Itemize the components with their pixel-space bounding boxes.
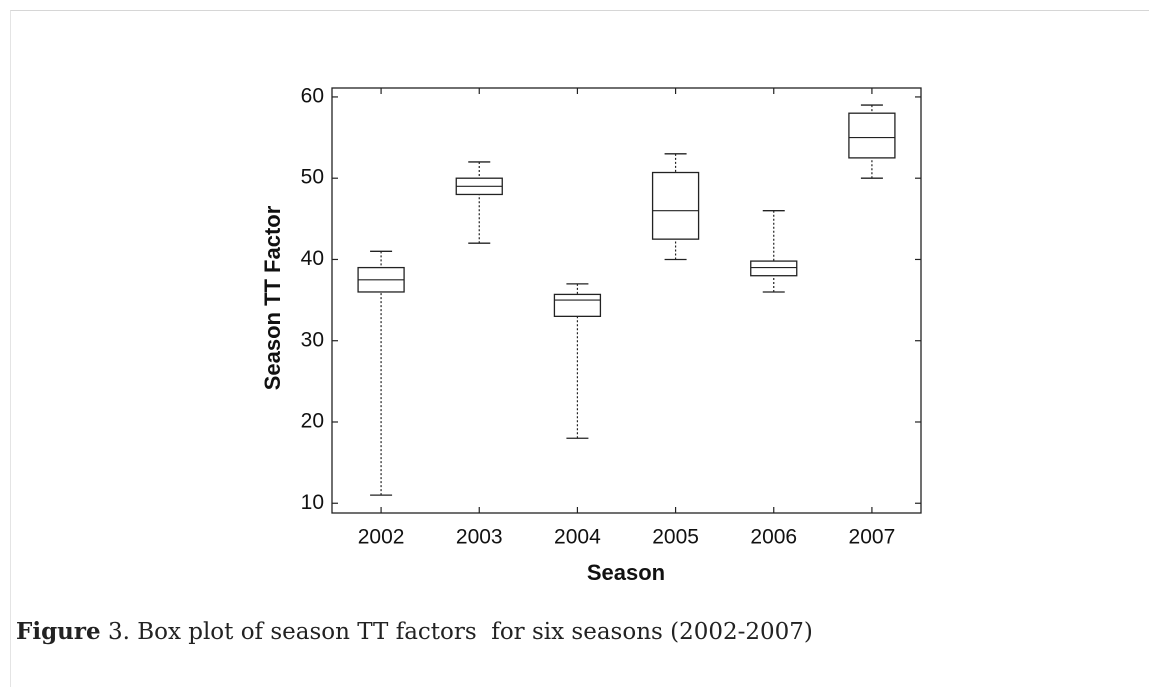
x-tick-label: 2004	[554, 526, 601, 549]
x-tick-label: 2007	[849, 526, 896, 549]
y-tick-label: 30	[301, 328, 324, 351]
y-tick-label: 50	[301, 166, 324, 189]
y-tick-label: 40	[301, 247, 324, 270]
box	[553, 293, 602, 317]
box	[651, 171, 700, 240]
x-axis-title: Season	[587, 560, 665, 585]
x-tick-label: 2003	[456, 526, 503, 549]
figure-caption: Figure 3. Box plot of season TT factors …	[16, 618, 813, 645]
x-tick-label: 2006	[750, 526, 797, 549]
y-tick-label: 10	[301, 491, 324, 514]
caption-text: 3. Box plot of season TT factors for six…	[107, 619, 813, 645]
y-axis-title: Season TT Factor	[260, 205, 285, 390]
box	[848, 112, 896, 159]
plot-frame	[331, 87, 922, 514]
y-tick-label: 60	[301, 84, 324, 107]
y-tick-label: 20	[301, 410, 324, 433]
x-tick-label: 2002	[358, 526, 405, 549]
figure-label: Figure	[16, 618, 101, 645]
x-tick-label: 2005	[652, 526, 699, 549]
chart: Season TT Factor Season 10 20 30 40 50 60 2002…	[260, 84, 922, 585]
figure-frame	[10, 10, 1149, 687]
box	[750, 260, 798, 277]
